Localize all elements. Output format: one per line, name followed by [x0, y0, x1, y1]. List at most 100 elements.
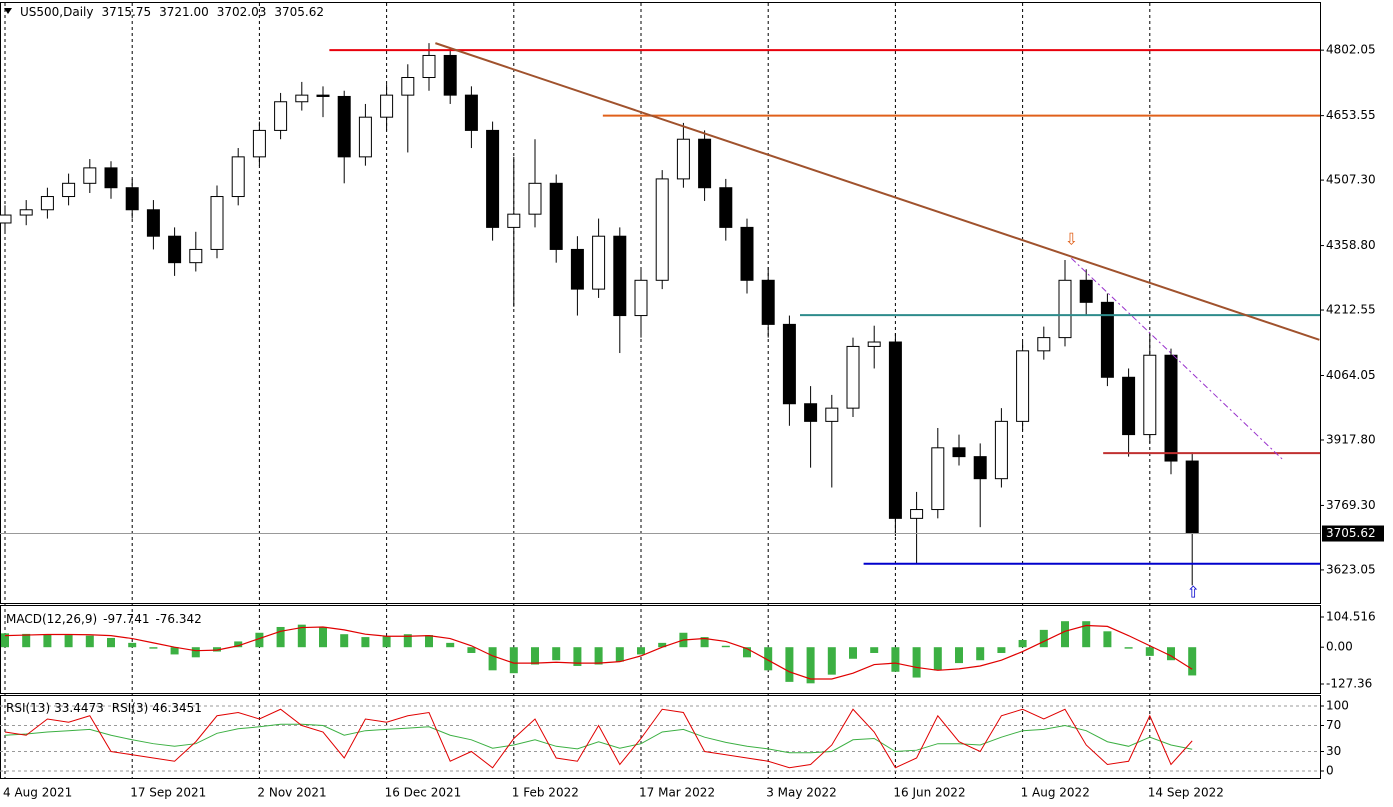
- current-price-box: [1322, 525, 1384, 542]
- x-tick-label: 1 Feb 2022: [512, 786, 579, 800]
- candle-body: [931, 447, 945, 511]
- candle-body: [401, 77, 415, 96]
- candle-body: [804, 403, 818, 422]
- arrow-marker: ⇩: [1065, 230, 1078, 249]
- macd-bar: [297, 624, 306, 648]
- candle-body: [168, 235, 182, 264]
- candle-body: [443, 54, 457, 96]
- macd-title: MACD(12,26,9): [6, 612, 97, 626]
- macd-bar: [997, 647, 1006, 653]
- macd-bar: [700, 637, 709, 648]
- candle-body: [549, 182, 563, 250]
- y-tick-label: 30: [1326, 744, 1341, 758]
- y-tick-label: 4358.80: [1326, 238, 1376, 252]
- macd-last-value: -76.342: [155, 612, 201, 626]
- grid-layer: [0, 3, 1320, 778]
- arrow-marker: ⇧: [1187, 582, 1200, 601]
- candle-body: [380, 94, 394, 118]
- symbol-menu-arrow[interactable]: [4, 8, 12, 14]
- y-tick-label: 4507.30: [1326, 173, 1376, 187]
- candle-body: [867, 341, 881, 347]
- y-tick-label: 4212.55: [1326, 303, 1376, 317]
- macd-bar: [1188, 647, 1197, 676]
- macd-bar: [446, 642, 455, 648]
- macd-bar: [594, 647, 603, 665]
- candle-body: [973, 456, 987, 480]
- macd-bar: [955, 647, 963, 664]
- macd-bar: [1145, 647, 1154, 656]
- candle-body: [1100, 301, 1114, 378]
- macd-bar: [531, 647, 539, 665]
- candle-body: [316, 94, 330, 97]
- y-tick-label: 3917.80: [1326, 432, 1376, 446]
- macd-bar: [234, 641, 243, 648]
- y-tick-label: 4653.55: [1326, 108, 1376, 122]
- candle-body: [40, 196, 54, 211]
- x-tick-label: 16 Jun 2022: [893, 786, 965, 800]
- y-tick-label: 0: [1326, 763, 1334, 777]
- macd-bar: [128, 642, 137, 648]
- macd-bar: [573, 647, 582, 666]
- candle-body: [337, 95, 351, 158]
- macd-bar: [85, 635, 94, 648]
- candle-body: [613, 235, 627, 317]
- candle-body: [698, 138, 712, 189]
- candle-body: [507, 213, 521, 228]
- candle-body: [719, 187, 733, 228]
- candle-body: [274, 101, 288, 131]
- macd-bar: [64, 635, 73, 648]
- y-tick-label: 104.516: [1326, 610, 1376, 624]
- signal-line: [4, 624, 1193, 680]
- rsi-line: [4, 723, 1193, 754]
- last-bar-close: 3705.62: [274, 5, 324, 19]
- macd-bar: [1082, 621, 1091, 648]
- candle-body: [676, 138, 690, 180]
- macd-bar: [870, 647, 879, 653]
- candle-body: [888, 341, 902, 519]
- x-tick-label: 2 Nov 2021: [257, 786, 326, 800]
- trend-line: [435, 42, 1320, 341]
- macd-bar: [637, 647, 645, 655]
- candle-body: [528, 182, 542, 215]
- macd-bar: [1039, 629, 1048, 648]
- macd-bar: [806, 647, 815, 684]
- macd-bar: [615, 647, 624, 662]
- macd-bar: [912, 647, 921, 678]
- candle-body: [464, 94, 478, 131]
- last-bar-low: 3702.03: [217, 5, 267, 19]
- macd-bar: [1018, 639, 1027, 648]
- candle-body: [1058, 279, 1072, 339]
- candle-body: [655, 178, 669, 281]
- macd-bar: [22, 633, 31, 648]
- candle-body: [252, 129, 266, 158]
- chart-header: US500,Daily 3715.75 3721.00 3702.03 3705.62: [20, 5, 324, 19]
- symbol-name: US500,Daily: [20, 5, 93, 19]
- macd-bar: [255, 632, 264, 648]
- macd-bar: [1, 633, 9, 648]
- candle-body: [952, 447, 966, 458]
- macd-bar: [785, 647, 794, 682]
- candle-body: [761, 279, 775, 325]
- candle-body: [634, 279, 648, 317]
- candle-body: [210, 196, 224, 250]
- legend-name: RSI(13): [6, 701, 50, 715]
- macd-bar: [1124, 647, 1133, 649]
- y-tick-label: 3769.30: [1326, 498, 1376, 512]
- x-tick-label: 17 Mar 2022: [639, 786, 715, 800]
- last-bar-high: 3721.00: [159, 5, 209, 19]
- candle-body: [910, 509, 924, 519]
- macd-bar: [1061, 621, 1069, 648]
- macd-bar: [764, 647, 773, 671]
- rsi-header: RSI(13) 33.4473 RSI(3) 46.3451: [6, 701, 202, 715]
- candle-body: [146, 209, 160, 237]
- macd-bar: [552, 647, 561, 661]
- macd-bar: [170, 647, 179, 655]
- current-price-label: 3705.62: [1326, 526, 1376, 540]
- legend-name: RSI(3): [112, 701, 149, 715]
- macd-bar: [933, 647, 942, 671]
- marks-layer: ⇩⇧: [0, 42, 1320, 769]
- legend-value: 46.3451: [152, 701, 202, 715]
- candle-body: [422, 54, 436, 79]
